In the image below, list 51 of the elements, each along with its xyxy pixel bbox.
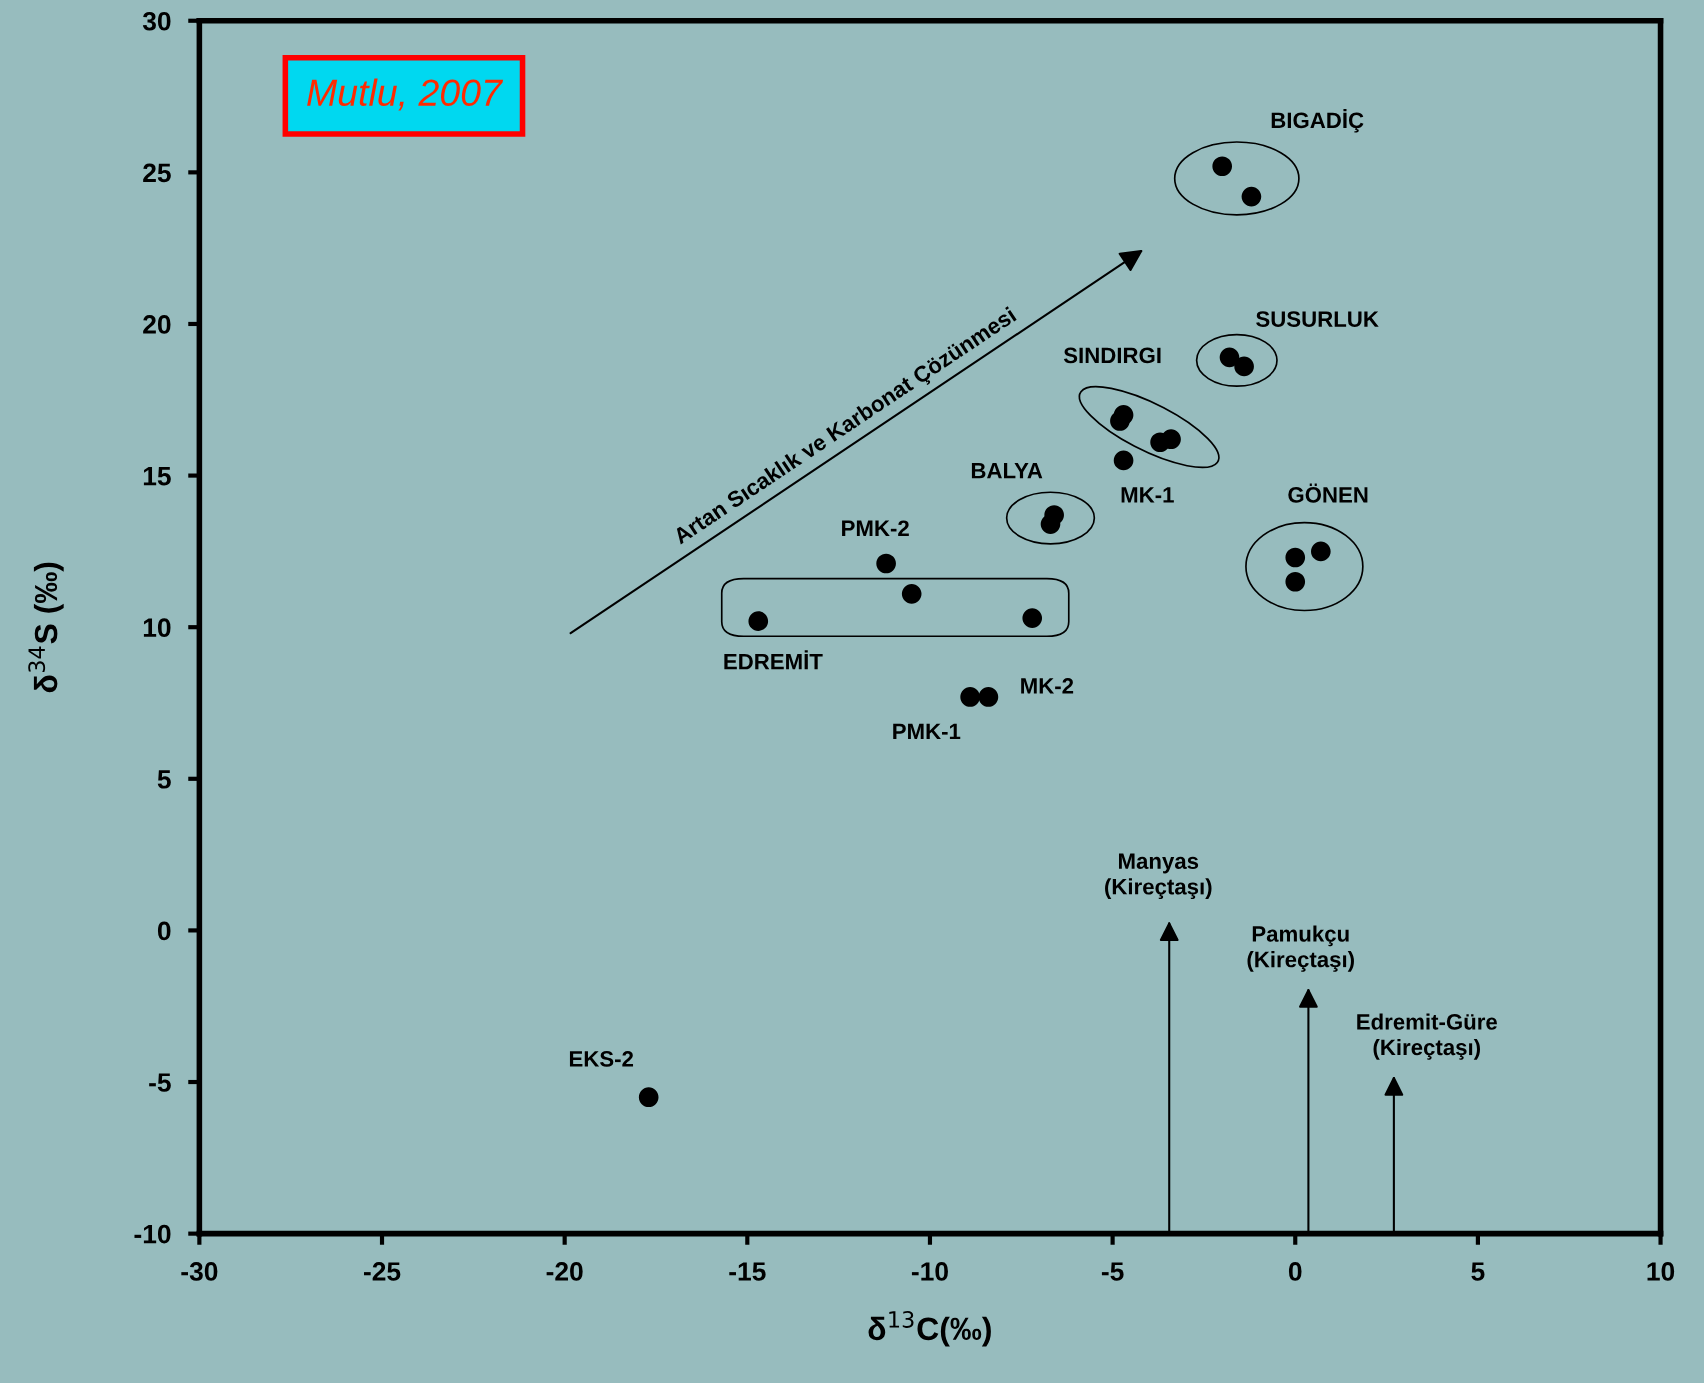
annotation: BIGADİÇ	[1271, 109, 1364, 133]
y-tick-label: 0	[157, 921, 171, 941]
point	[1241, 186, 1262, 207]
y-tick-label: 15	[143, 466, 171, 486]
annotation: SINDIRGI	[1063, 347, 1161, 364]
point	[1212, 156, 1233, 177]
annotation: Pamukçu (Kireçtaşı)	[1247, 925, 1354, 972]
point	[1285, 571, 1306, 592]
point	[1022, 608, 1043, 628]
x-tick-label: -30	[181, 1262, 218, 1281]
x-axis-title: δ$^{13}$C(‰)	[868, 1311, 991, 1347]
point	[1311, 541, 1331, 562]
x-tick-label: -20	[546, 1262, 583, 1281]
annotation: PMK-1	[893, 723, 961, 740]
point	[1040, 514, 1061, 534]
point	[748, 611, 769, 631]
x-tick-label: 0	[1288, 1262, 1302, 1281]
annotation: MK-2	[1021, 678, 1074, 694]
y-tick-label: 30	[142, 11, 171, 31]
annotation: MK-1	[1121, 487, 1174, 503]
x-tick-label: -25	[363, 1262, 401, 1281]
point	[638, 1087, 659, 1108]
annotation: SUSURLUK	[1256, 311, 1379, 327]
point	[1110, 411, 1130, 431]
y-tick-label: 20	[143, 315, 171, 334]
annotation: Edremit-Güre (Kireçtaşı)	[1357, 1013, 1497, 1060]
point	[1285, 547, 1306, 568]
x-tick-label: 10	[1647, 1262, 1675, 1281]
x-tick-label: -5	[1101, 1262, 1124, 1281]
annotation: Mutlu, 2007	[307, 78, 504, 111]
x-tick-label: -10	[911, 1262, 948, 1281]
point	[876, 553, 896, 574]
x-tick-label: -15	[729, 1262, 766, 1281]
point	[960, 687, 980, 707]
y-tick-label: 10	[143, 618, 171, 638]
annotation: EDREMİT	[724, 650, 823, 670]
point	[978, 687, 999, 707]
point	[1113, 450, 1134, 471]
annotation: EKS-2	[569, 1051, 634, 1067]
x-tick-label: 5	[1471, 1262, 1485, 1281]
y-tick-label: -10	[134, 1224, 171, 1244]
y-tick-label: 5	[157, 770, 171, 789]
y-axis-title: δ$^{34}$S (‰)	[28, 562, 64, 693]
annotation: PMK-2	[842, 520, 909, 536]
point	[1161, 429, 1181, 450]
annotation: BALYA	[971, 463, 1043, 479]
y-tick-label: -5	[149, 1073, 171, 1092]
annotation: GÖNEN	[1288, 483, 1368, 503]
annotation: Manyas (Kireçtaşı)	[1105, 853, 1212, 899]
point	[901, 584, 922, 604]
y-tick-label: 25	[143, 163, 171, 183]
